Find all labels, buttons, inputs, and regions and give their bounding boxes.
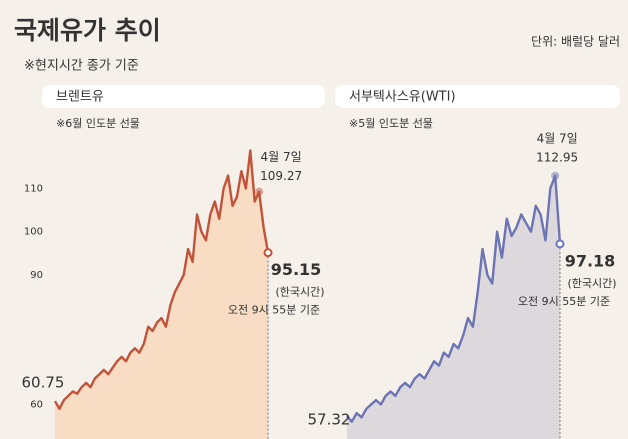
y-tick-label: 60	[30, 399, 43, 410]
area	[347, 175, 560, 439]
time-note: (한국시간)	[567, 277, 616, 290]
unit: 단위: 배럴당 달러	[531, 35, 620, 49]
y-tick-label: 100	[24, 227, 43, 238]
end-point	[263, 248, 273, 258]
panel-header	[335, 85, 620, 108]
time-note: 오전 9시 55분 기준	[518, 295, 610, 308]
peak-value: 112.95	[536, 150, 578, 164]
peak-point	[551, 171, 560, 180]
end-value: 97.18	[565, 251, 616, 270]
peak-point	[255, 187, 264, 196]
area	[55, 150, 268, 439]
line	[53, 149, 270, 410]
panel-title: 브렌트유	[56, 90, 104, 105]
panel-header	[42, 85, 325, 108]
subtitle: ※현지시간 종가 기준	[24, 59, 139, 74]
end-value: 95.15	[271, 260, 322, 279]
panel-title: 서부텍사스유(WTI)	[349, 90, 456, 105]
y-tick-label: 110	[24, 184, 43, 195]
end-point	[555, 239, 565, 249]
panel-note: ※6월 인도분 선물	[56, 117, 140, 130]
start-value: 57.32	[308, 411, 351, 429]
line	[346, 174, 562, 423]
y-tick-label: 90	[30, 270, 43, 281]
time-note: (한국시간)	[275, 286, 324, 299]
time-note: 오전 9시 55분 기준	[228, 304, 320, 317]
panel-note: ※5월 인도분 선물	[349, 117, 433, 130]
page-title: 국제유가 추이	[14, 16, 161, 45]
peak-date: 4월 7일	[261, 150, 302, 164]
start-value: 60.75	[22, 374, 65, 392]
peak-date: 4월 7일	[537, 131, 578, 145]
peak-value: 109.27	[260, 169, 302, 183]
